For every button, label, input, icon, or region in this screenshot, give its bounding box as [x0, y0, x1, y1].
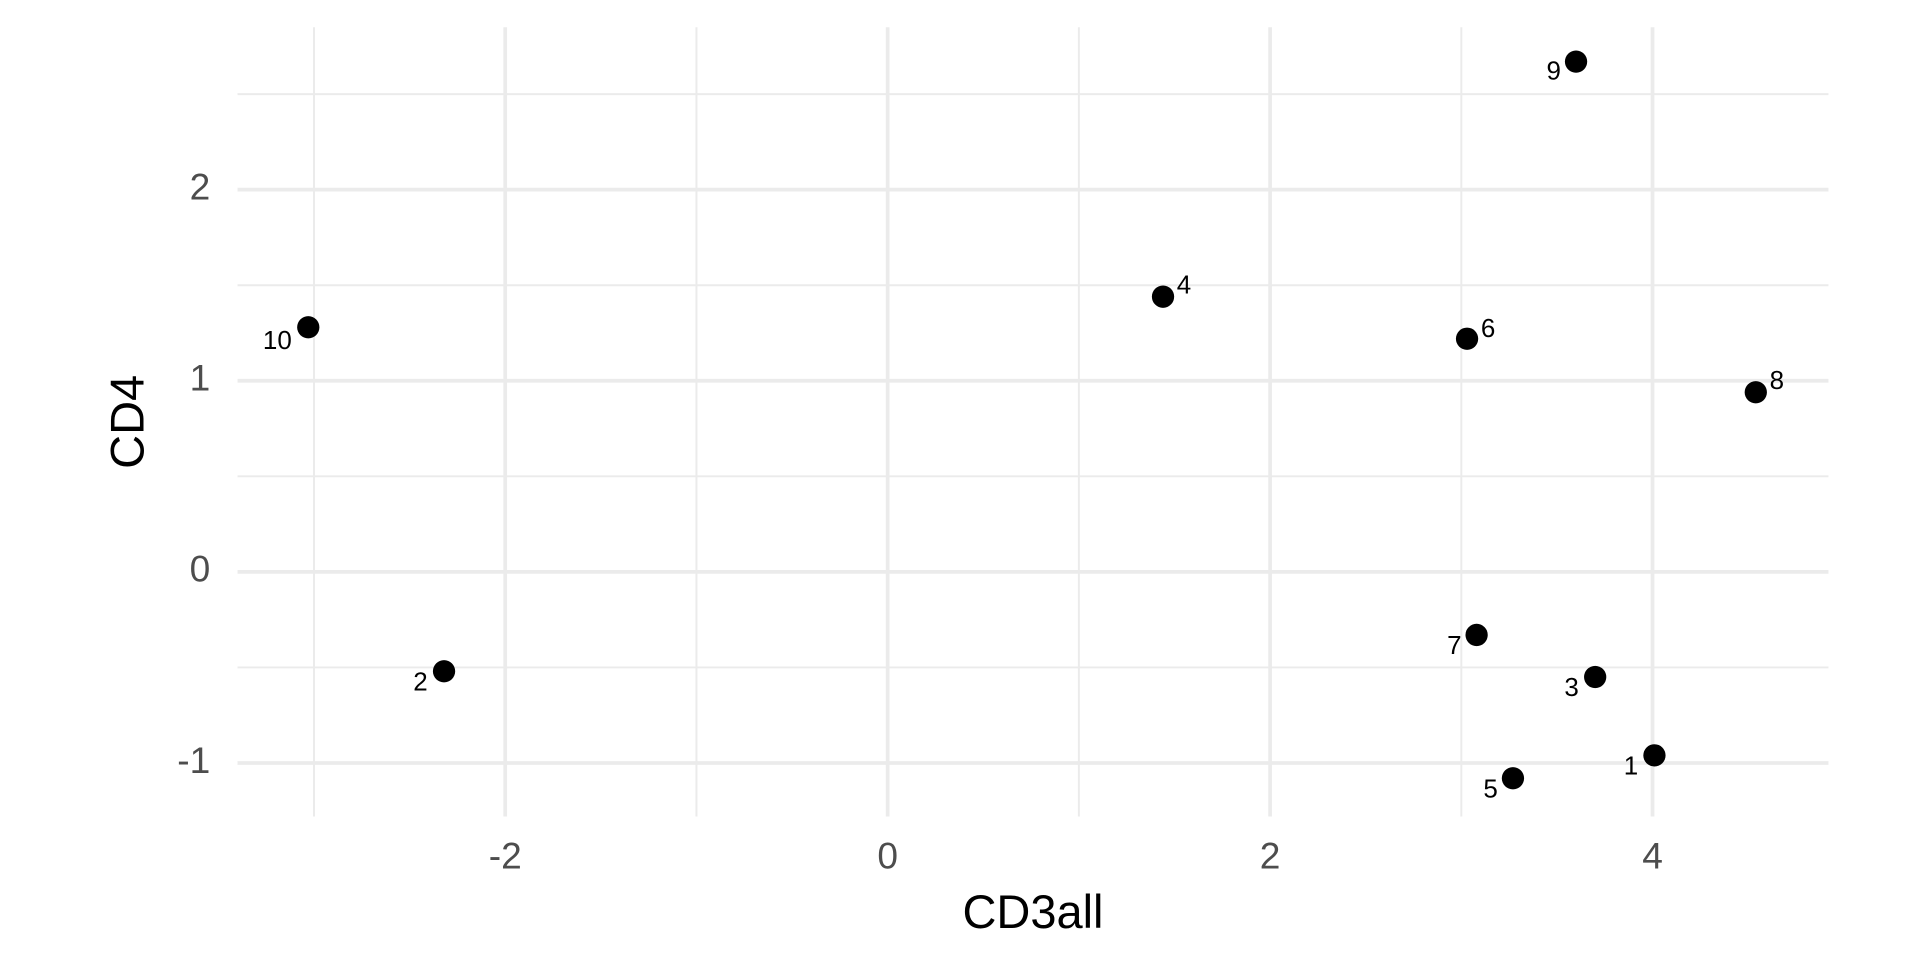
- point-label: 9: [1547, 56, 1561, 86]
- x-tick-label: 4: [1642, 834, 1663, 876]
- x-tick-label: 2: [1260, 834, 1281, 876]
- point-label: 5: [1483, 774, 1497, 804]
- point-label: 4: [1177, 270, 1191, 300]
- point: [432, 660, 456, 683]
- point: [1643, 744, 1666, 767]
- point: [1501, 767, 1525, 790]
- point: [1744, 381, 1767, 404]
- point-label: 2: [413, 666, 427, 696]
- point-label: 8: [1770, 365, 1784, 395]
- y-tick-label: 2: [190, 165, 211, 207]
- point: [1584, 665, 1607, 689]
- point: [1465, 623, 1488, 647]
- point-label: 7: [1447, 630, 1461, 660]
- y-axis-title: CD4: [101, 375, 154, 469]
- point: [297, 316, 320, 339]
- point-label: 6: [1481, 313, 1495, 343]
- x-tick-label: -2: [489, 834, 522, 876]
- y-tick-label: 1: [190, 357, 211, 399]
- point: [1151, 285, 1175, 308]
- x-tick-label: 0: [877, 834, 898, 876]
- point-label: 3: [1564, 672, 1578, 702]
- point: [1564, 50, 1588, 73]
- y-tick-label: 0: [190, 548, 211, 590]
- point-label: 1: [1624, 751, 1638, 781]
- point-label: 10: [263, 325, 292, 355]
- point: [1455, 327, 1479, 350]
- x-axis-title: CD3all: [962, 885, 1103, 938]
- y-tick-label: -1: [177, 739, 210, 781]
